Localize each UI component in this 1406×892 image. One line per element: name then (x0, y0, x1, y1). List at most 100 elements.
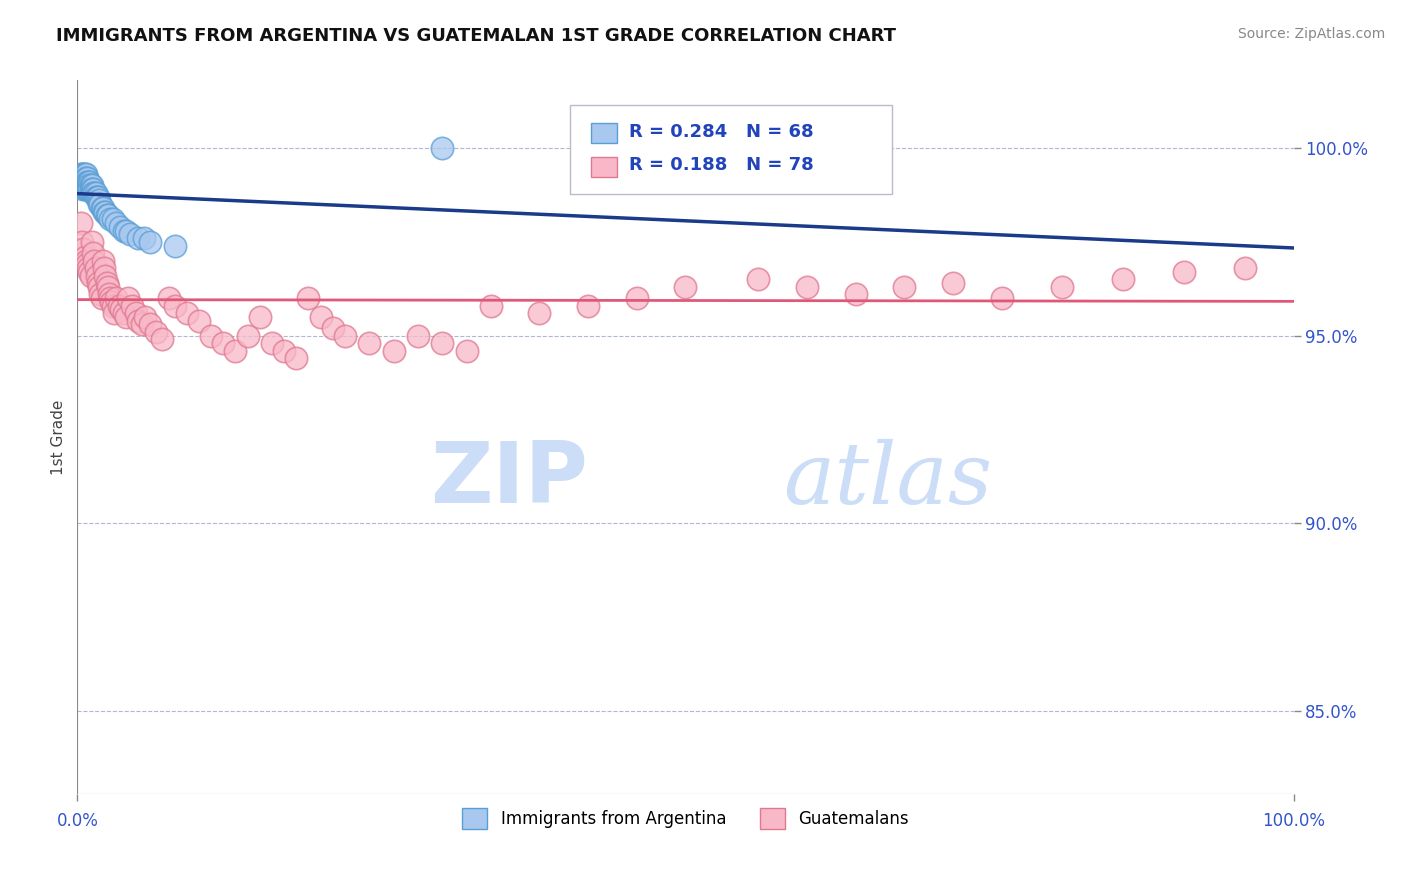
Point (70, 216, 93, 230)
Point (84, 186, 107, 200)
Point (163, 238, 186, 252)
Point (75, 167, 97, 181)
Point (83, 186, 105, 200)
Point (70, 175, 93, 189)
Point (297, 291, 319, 305)
Point (333, 328, 356, 343)
Point (72, 175, 94, 189)
Point (70, 235, 93, 249)
Point (77, 175, 100, 189)
Point (70, 175, 93, 189)
Point (73, 167, 96, 181)
Legend: Immigrants from Argentina, Guatemalans: Immigrants from Argentina, Guatemalans (456, 802, 915, 836)
Point (70, 170, 93, 185)
Point (76, 257, 98, 271)
Point (107, 299, 129, 313)
Point (101, 299, 124, 313)
Point (675, 280, 697, 294)
Point (89, 197, 111, 211)
Point (127, 313, 149, 327)
Point (260, 336, 283, 351)
Point (990, 291, 1012, 305)
Point (145, 325, 167, 339)
Point (97, 280, 120, 294)
Point (479, 299, 502, 313)
Point (942, 276, 965, 290)
Point (139, 318, 162, 332)
Point (456, 343, 478, 358)
Point (73, 182, 96, 196)
Point (139, 235, 162, 249)
Point (322, 321, 344, 335)
Point (75, 170, 97, 185)
Point (70, 178, 93, 193)
Point (134, 231, 156, 245)
Point (127, 231, 149, 245)
Point (80, 182, 103, 196)
Point (69, 175, 91, 189)
Point (80, 178, 103, 193)
Text: ZIP: ZIP (430, 438, 588, 522)
Point (285, 351, 308, 366)
Point (75, 253, 97, 268)
Text: R = 0.188   N = 78: R = 0.188 N = 78 (630, 156, 814, 174)
Point (1173, 265, 1195, 279)
Point (163, 299, 186, 313)
Point (90, 291, 112, 305)
Point (73, 178, 96, 193)
Point (382, 343, 405, 358)
Point (845, 287, 868, 301)
Point (89, 287, 111, 301)
Point (79, 182, 101, 196)
Point (152, 333, 174, 347)
Point (125, 306, 148, 320)
Point (626, 291, 648, 305)
Point (70, 167, 93, 181)
Point (75, 178, 97, 193)
Point (157, 291, 180, 305)
Point (98, 212, 121, 227)
Point (91, 201, 114, 215)
Point (529, 306, 551, 320)
Point (1052, 280, 1074, 294)
Y-axis label: 1st Grade: 1st Grade (51, 400, 66, 475)
Point (249, 310, 271, 324)
Point (84, 190, 107, 204)
Point (90, 201, 112, 215)
Point (72, 167, 94, 181)
Point (430, 141, 453, 155)
Point (131, 318, 153, 332)
Point (1233, 261, 1256, 276)
Point (101, 212, 124, 227)
Point (98, 291, 121, 305)
Point (118, 227, 141, 242)
Point (76, 170, 98, 185)
Text: atlas: atlas (783, 439, 991, 521)
Point (86, 268, 108, 283)
Point (576, 299, 599, 313)
Point (212, 336, 235, 351)
Point (79, 175, 101, 189)
Point (176, 306, 198, 320)
Point (82, 246, 104, 260)
Text: R = 0.284   N = 68: R = 0.284 N = 68 (630, 123, 814, 141)
Point (80, 235, 103, 249)
Point (83, 253, 105, 268)
Point (112, 306, 135, 320)
Point (89, 197, 111, 211)
Text: IMMIGRANTS FROM ARGENTINA VS GUATEMALAN 1ST GRADE CORRELATION CHART: IMMIGRANTS FROM ARGENTINA VS GUATEMALAN … (56, 27, 896, 45)
Point (73, 170, 96, 185)
Point (406, 328, 429, 343)
Point (1112, 272, 1135, 286)
Point (79, 265, 101, 279)
Point (76, 175, 98, 189)
Text: Source: ZipAtlas.com: Source: ZipAtlas.com (1237, 27, 1385, 41)
Point (430, 336, 453, 351)
Point (105, 291, 128, 305)
Point (91, 253, 114, 268)
Point (69, 178, 91, 193)
Point (77, 182, 100, 196)
Point (96, 209, 118, 223)
Point (236, 328, 259, 343)
Point (82, 182, 104, 196)
